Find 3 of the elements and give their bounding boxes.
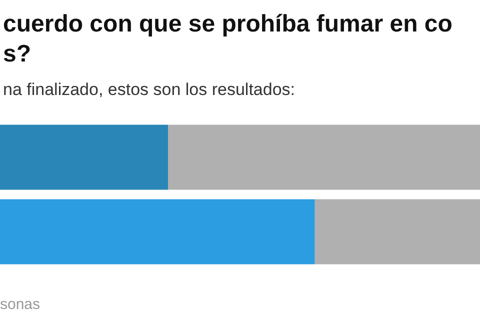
text: sonas <box>0 296 40 313</box>
chart-title: cuerdo con que se prohíba fumar en co s? <box>3 10 452 68</box>
chart-subtitle: na finalizado, estos son los resultados: <box>3 80 296 99</box>
